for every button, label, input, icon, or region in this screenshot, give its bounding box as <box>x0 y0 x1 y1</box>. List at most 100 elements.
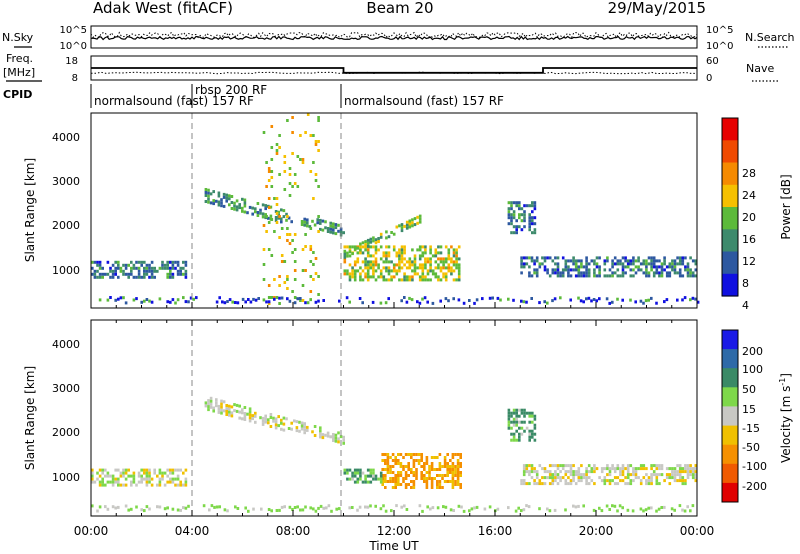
heatmap-cell <box>668 467 672 471</box>
heatmap-cell <box>587 262 591 266</box>
heatmap-cell <box>452 297 455 301</box>
heatmap-cell <box>106 474 110 478</box>
heatmap-cell <box>286 278 289 281</box>
heatmap-cell <box>261 215 265 219</box>
heatmap-cell <box>235 409 239 413</box>
heatmap-cell <box>512 213 516 217</box>
heatmap-cell <box>230 411 234 415</box>
heatmap-cell <box>179 508 182 512</box>
heatmap-cell <box>369 263 373 267</box>
heatmap-cell <box>114 468 117 472</box>
heatmap-cell <box>96 263 99 267</box>
heatmap-cell <box>119 474 123 478</box>
heatmap-cell <box>137 474 141 478</box>
heatmap-cell <box>130 507 133 511</box>
heatmap-cell <box>348 278 352 282</box>
heatmap-cell <box>668 482 672 486</box>
heatmap-cell <box>296 155 300 158</box>
heatmap-cell <box>130 260 133 264</box>
heatmap-cell <box>265 215 268 218</box>
heatmap-cell <box>356 480 360 484</box>
heatmap-cell <box>423 480 426 483</box>
heatmap-cell <box>404 465 408 468</box>
heatmap-cell <box>618 504 622 508</box>
heatmap-cell <box>265 300 268 304</box>
heatmap-cell <box>416 300 419 304</box>
heatmap-cell <box>443 480 447 483</box>
heatmap-cell <box>101 275 104 279</box>
heatmap-cell <box>457 298 461 302</box>
heatmap-cell <box>410 486 413 489</box>
heatmap-cell <box>518 435 521 439</box>
heatmap-cell <box>455 266 458 270</box>
heatmap-cell <box>285 218 288 222</box>
heatmap-cell <box>634 265 638 269</box>
heatmap-cell <box>580 476 583 480</box>
heatmap-cell <box>546 470 549 474</box>
heatmap-cell <box>446 465 449 468</box>
heatmap-cell <box>647 479 651 483</box>
heatmap-cell <box>311 430 314 434</box>
heatmap-cell <box>400 229 404 233</box>
heatmap-cell <box>171 263 175 267</box>
heatmap-cell <box>520 432 524 436</box>
heatmap-cell <box>101 468 104 472</box>
heatmap-cell <box>235 199 239 203</box>
heatmap-cell <box>491 296 494 300</box>
heatmap-cell <box>122 263 125 267</box>
heatmap-cell <box>420 471 423 474</box>
heatmap-cell <box>691 473 695 477</box>
heatmap-cell <box>353 471 357 475</box>
heatmap-cell <box>223 301 227 305</box>
heatmap-cell <box>391 471 395 474</box>
heatmap-cell <box>408 260 412 264</box>
heatmap-cell <box>525 411 529 415</box>
heatmap-cell <box>301 269 305 272</box>
heatmap-cell <box>303 223 306 227</box>
heatmap-cell <box>345 296 349 300</box>
heatmap-cell <box>132 474 136 478</box>
heatmap-cell <box>222 195 226 199</box>
heatmap-cell <box>275 152 279 155</box>
heatmap-cell <box>348 272 352 276</box>
heatmap-cell <box>431 269 435 273</box>
heatmap-cell <box>515 204 518 208</box>
heatmap-cell <box>548 476 552 480</box>
power-colorbar-cell <box>722 273 738 297</box>
heatmap-cell <box>678 259 682 263</box>
heatmap-cell <box>619 470 622 474</box>
heatmap-cell <box>156 474 159 478</box>
heatmap-cell <box>439 278 443 282</box>
heatmap-cell <box>425 471 429 474</box>
heatmap-cell <box>91 468 94 472</box>
heatmap-cell <box>303 422 306 426</box>
heatmap-cell <box>106 507 110 511</box>
heatmap-cell <box>580 271 583 275</box>
heatmap-cell <box>379 272 383 276</box>
heatmap-cell <box>462 509 466 513</box>
heatmap-cell <box>572 259 575 263</box>
heatmap-cell <box>348 250 352 254</box>
heatmap-cell <box>590 299 593 303</box>
heatmap-cell <box>554 268 557 272</box>
heatmap-cell <box>470 507 474 511</box>
heatmap-cell <box>660 473 664 477</box>
heatmap-cell <box>269 214 273 218</box>
heatmap-cell <box>311 219 314 223</box>
xtick-label-1: 04:00 <box>175 524 210 538</box>
heatmap-cell <box>207 200 210 204</box>
heatmap-cell <box>518 438 521 442</box>
heatmap-cell <box>528 204 531 208</box>
heatmap-cell <box>416 248 419 252</box>
heatmap-cell <box>634 467 638 471</box>
heatmap-cell <box>421 245 425 249</box>
heatmap-cell <box>639 467 643 471</box>
heatmap-cell <box>639 299 643 303</box>
heatmap-cell <box>243 418 247 421</box>
heatmap-cell <box>351 471 354 475</box>
heatmap-cell <box>111 272 115 276</box>
heatmap-cell <box>606 479 609 483</box>
heatmap-cell <box>148 480 151 484</box>
heatmap-cell <box>451 456 455 459</box>
heatmap-cell <box>410 456 413 459</box>
